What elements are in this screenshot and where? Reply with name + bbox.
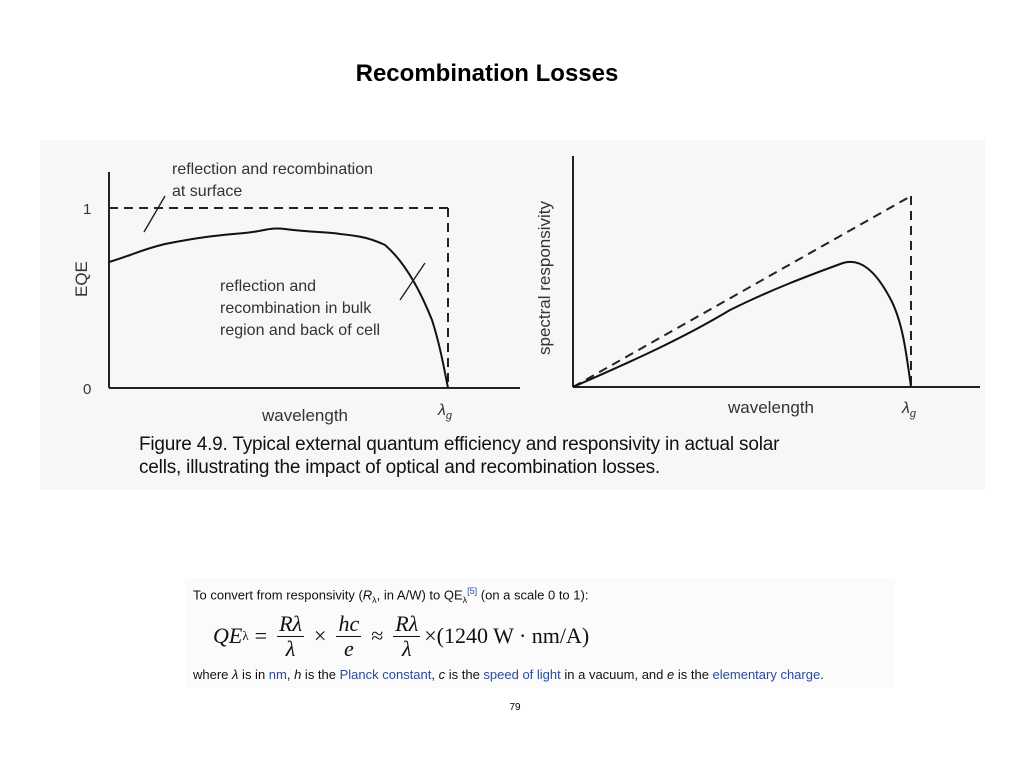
where-text: , [286, 667, 295, 682]
resp-xlabel: wavelength [727, 398, 814, 417]
annot-bulk-line2: recombination in bulk [220, 300, 372, 317]
intro-text-mid: , in A/W) to QE [376, 587, 463, 603]
figure-image: 1 0 EQE wavelength λg reflection and rec… [40, 140, 985, 490]
eqe-ylabel: EQE [72, 261, 91, 297]
frac1-den: λ [285, 635, 296, 661]
frac2-num: hc [336, 610, 362, 637]
eq-lhs-sub: λ [242, 628, 249, 643]
intro-lambda: λ [372, 594, 377, 605]
eqe-xlabel: wavelength [261, 406, 348, 425]
where-text: is the [301, 667, 340, 682]
formula-where: where λ is in nm, h is the Planck consta… [193, 667, 824, 682]
resp-actual-curve [572, 260, 912, 388]
eqe-lambda-g: λg [437, 402, 453, 422]
figure-charts: 1 0 EQE wavelength λg reflection and rec… [72, 156, 980, 425]
caption-line-2: cells, illustrating the impact of optica… [139, 457, 660, 478]
where-e: e [667, 667, 675, 682]
eq-lhs: QE [213, 623, 243, 648]
reference-link[interactable]: [5] [467, 586, 478, 596]
where-c: c [438, 667, 446, 682]
frac3-den: λ [402, 635, 412, 661]
eq-equals: = [254, 623, 268, 648]
annot-bulk-line3: region and back of cell [220, 322, 380, 339]
resp-ylabel: spectral responsivity [535, 200, 554, 355]
eq-tail: ×(1240 W · nm/A) [424, 623, 590, 648]
resp-ideal-line [572, 195, 912, 388]
intro-r-symbol: R [362, 587, 373, 603]
intro-text-post: (on a scale 0 to 1): [477, 587, 589, 603]
where-text: is in [238, 667, 269, 682]
link-planck-constant[interactable]: Planck constant [339, 667, 432, 682]
eqe-ytick-1: 1 [83, 201, 91, 218]
page-number: 79 [509, 702, 521, 713]
eqe-chart: 1 0 EQE wavelength λg reflection and rec… [72, 161, 520, 425]
where-text: is the [674, 667, 713, 682]
where-text: is the [445, 667, 484, 682]
figure-caption: Figure 4.9. Typical external quantum eff… [139, 433, 899, 479]
link-speed-of-light[interactable]: speed of light [483, 667, 561, 682]
formula-block: To convert from responsivity (Rλ, in A/W… [185, 578, 895, 688]
resp-lambda-g: λg [901, 400, 917, 420]
responsivity-chart: spectral responsivity wavelength λg [535, 156, 980, 420]
where-text: in a vacuum, and [560, 667, 667, 682]
frac1-num: Rλ [277, 610, 305, 637]
intro-text: To convert from responsivity ( [193, 587, 363, 603]
where-text: . [820, 667, 824, 682]
eqe-ytick-0: 0 [83, 381, 91, 398]
surface-pointer [143, 195, 166, 233]
frac3-num: Rλ [393, 610, 421, 637]
where-h: h [294, 667, 302, 682]
link-nm[interactable]: nm [268, 667, 287, 682]
eq-frac-1: Rλ λ [277, 610, 305, 661]
formula-intro: To convert from responsivity (Rλ, in A/W… [193, 586, 588, 605]
eq-frac-3: Rλ λ [393, 610, 421, 661]
eqe-actual-curve [108, 227, 449, 389]
eq-approx: ≈ [371, 623, 384, 648]
link-elementary-charge[interactable]: elementary charge [712, 667, 821, 682]
eq-frac-2: hc e [336, 610, 362, 661]
where-text: where [193, 667, 233, 682]
bulk-pointer [399, 262, 426, 301]
where-lambda: λ [232, 667, 239, 682]
qe-equation: QE λ = Rλ λ × hc e ≈ Rλ λ ×(1240 W · nm/A) [213, 608, 589, 664]
slide-title: Recombination Losses [355, 60, 619, 87]
annot-surface-line1: reflection and recombination [172, 161, 373, 178]
annot-bulk-line1: reflection and [220, 278, 316, 295]
caption-line-1: Figure 4.9. Typical external quantum eff… [139, 434, 780, 455]
eq-times: × [314, 623, 327, 648]
frac2-den: e [343, 635, 354, 661]
where-text: , [431, 667, 439, 682]
annot-surface-line2: at surface [172, 183, 242, 200]
intro-lambda-2: λ [462, 594, 468, 605]
